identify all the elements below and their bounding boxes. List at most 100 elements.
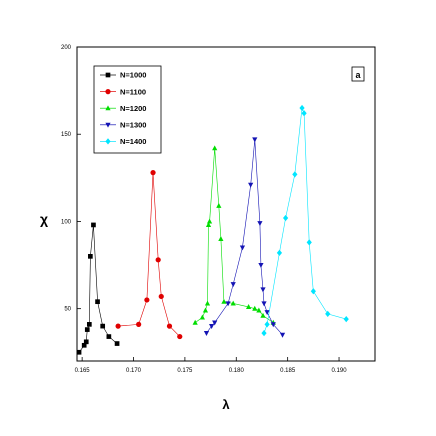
- series-n-1300: [203, 137, 286, 338]
- data-point-n-1100: [177, 333, 183, 340]
- data-point-n-1200: [252, 305, 258, 311]
- x-tick-label: 0.180: [229, 368, 245, 374]
- data-point-n-1300: [203, 331, 210, 336]
- data-point-n-1400: [276, 249, 283, 256]
- data-point-n-1200: [202, 307, 209, 313]
- data-point-n-1300: [261, 301, 267, 307]
- data-point-n-1300: [270, 322, 276, 328]
- data-point-n-1100: [144, 297, 150, 303]
- legend-items: N=1000 N=1100 N=1200 N=1300 N=1400: [100, 71, 146, 146]
- data-point-n-1300: [260, 287, 266, 293]
- plot-frame: [76, 46, 376, 362]
- data-point-n-1100: [155, 257, 161, 263]
- data-point-n-1200: [260, 312, 266, 318]
- x-tick-label: 0.170: [126, 368, 142, 374]
- data-point-n-1100: [166, 323, 173, 329]
- series-n-1000: [76, 222, 120, 355]
- data-point-n-1200: [204, 300, 211, 306]
- data-point-n-1400: [343, 316, 349, 323]
- data-point-n-1300: [212, 320, 218, 326]
- series-line-n-1200: [195, 148, 274, 323]
- data-point-n-1300: [225, 301, 231, 307]
- data-point-n-1100: [158, 293, 164, 300]
- data-point-n-1000: [81, 342, 87, 348]
- series-line-n-1000: [78, 224, 118, 353]
- data-point-n-1400: [301, 110, 307, 117]
- data-point-n-1400: [310, 288, 316, 295]
- data-point-n-1400: [325, 310, 331, 318]
- y-tick-label: 150: [61, 132, 72, 138]
- legend-item-n-1400: N=1400: [100, 137, 146, 146]
- legend-item-n-1100: N=1100: [100, 87, 146, 96]
- data-point-n-1300: [239, 245, 246, 251]
- legend-label-n-1100: N=1100: [120, 87, 146, 96]
- data-point-n-1400: [292, 171, 298, 178]
- legend-label-n-1200: N=1200: [120, 104, 146, 113]
- axis-ticks: 0.165 0.170 0.175 0.180 0.185 0.190 50 100 150 20…: [61, 45, 347, 374]
- data-point-n-1000: [88, 253, 93, 259]
- panel-label-box: a: [351, 66, 365, 82]
- series-line-n-1400: [263, 107, 347, 334]
- data-point-n-1300: [257, 221, 263, 227]
- data-point-n-1200: [216, 202, 222, 208]
- legend-marker-n-1000: [105, 72, 111, 78]
- x-tick-label: 0.190: [332, 368, 348, 374]
- data-point-n-1100: [150, 170, 156, 176]
- series-n-1400: [261, 104, 349, 337]
- y-axis-title: χ: [40, 211, 48, 227]
- data-point-n-1400: [299, 104, 305, 112]
- data-point-n-1300: [248, 182, 254, 188]
- data-point-n-1200: [192, 319, 198, 325]
- x-tick-label: 0.165: [75, 368, 91, 374]
- legend-box: [93, 65, 162, 154]
- data-point-n-1000: [91, 222, 96, 228]
- data-point-n-1000: [83, 339, 89, 345]
- legend-label-n-1000: N=1000: [120, 71, 146, 80]
- legend-item-n-1000: N=1000: [100, 71, 146, 80]
- series-layer: [76, 104, 349, 355]
- legend-label-n-1300: N=1300: [120, 121, 146, 130]
- legend-label-n-1400: N=1400: [120, 137, 146, 146]
- data-point-n-1400: [261, 329, 267, 337]
- data-point-n-1300: [230, 282, 236, 288]
- data-point-n-1000: [84, 327, 90, 332]
- data-point-n-1300: [279, 332, 286, 338]
- data-point-n-1200: [221, 298, 227, 304]
- data-point-n-1200: [246, 304, 252, 310]
- data-point-n-1100: [115, 323, 121, 329]
- data-point-n-1200: [230, 300, 236, 306]
- y-tick-label: 200: [61, 45, 72, 51]
- data-point-n-1300: [264, 310, 270, 316]
- data-point-n-1200: [199, 314, 205, 320]
- x-axis-title: λ: [222, 397, 230, 412]
- data-point-n-1400: [306, 239, 312, 246]
- data-point-n-1000: [114, 341, 120, 346]
- data-point-n-1200: [206, 218, 213, 224]
- data-point-n-1200: [218, 236, 224, 241]
- data-point-n-1400: [283, 214, 289, 222]
- data-point-n-1200: [205, 222, 212, 228]
- data-point-n-1000: [95, 299, 100, 305]
- data-point-n-1300: [258, 262, 264, 268]
- y-tick-label: 50: [64, 307, 71, 313]
- data-point-n-1300: [252, 137, 258, 143]
- data-point-n-1200: [212, 145, 218, 151]
- legend-marker-n-1400: [105, 138, 111, 145]
- legend-item-n-1300: N=1300: [100, 121, 146, 130]
- data-point-n-1300: [209, 324, 215, 329]
- legend-marker-n-1300: [105, 122, 111, 128]
- legend: N=1000 N=1100 N=1200 N=1300 N=1400: [93, 65, 162, 154]
- series-line-n-1300: [206, 139, 283, 335]
- legend-marker-n-1100: [105, 89, 111, 95]
- data-point-n-1200: [256, 307, 262, 313]
- data-point-n-1100: [136, 321, 142, 327]
- legend-marker-n-1200: [105, 105, 111, 111]
- series-n-1100: [115, 170, 183, 340]
- data-point-n-1000: [106, 334, 112, 339]
- x-tick-label: 0.175: [177, 368, 193, 374]
- data-point-n-1000: [76, 349, 82, 355]
- y-tick-label: 100: [61, 219, 72, 225]
- panel-label: a: [355, 70, 361, 80]
- data-point-n-1000: [100, 323, 106, 329]
